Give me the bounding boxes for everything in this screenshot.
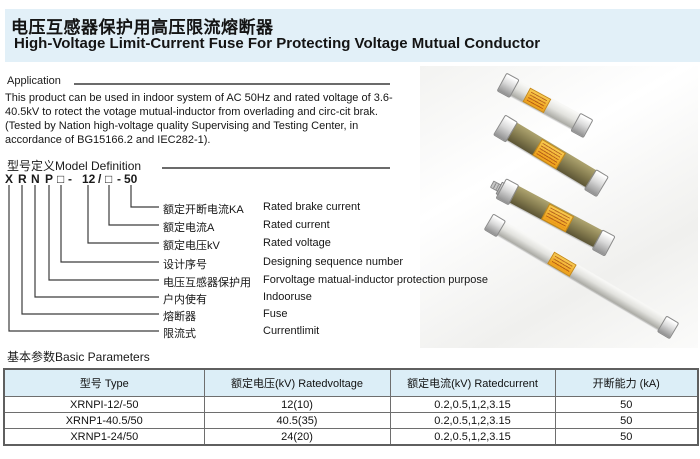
model-row: 额定开断电流KA Rated brake current [0,201,560,216]
model-token: P [45,172,54,186]
model-row-label-cn: 电压互感器保护用 [163,277,251,289]
cell-type: XRNP1-24/50 [3,428,205,446]
model-row: 电压互感器保护用 Forvoltage matual-inductor prot… [0,274,560,289]
model-token: - [68,172,72,186]
cell-rated-current: 0.2,0.5,1,2,3.15 [389,428,556,446]
table-row: XRNP1-40.5/50 40.5(35) 0.2,0.5,1,2,3.15 … [3,412,699,429]
col-header-rated-voltage: 额定电压(kV) Ratedvoltage [203,368,391,397]
cell-breaking-capacity: 50 [554,396,699,413]
model-row-label-en: Fuse [263,308,288,320]
col-header-type: 型号 Type [3,368,205,397]
model-row-label-en: Rated brake current [263,201,361,213]
cell-rated-voltage: 12(10) [203,396,391,413]
table-row: XRNPI-12/-50 12(10) 0.2,0.5,1,2,3.15 50 [3,396,699,413]
page-title-chinese: 电压互感器保护用高压限流熔断器 [11,18,274,37]
model-row-label-cn: 额定电流A [163,222,215,234]
model-token: □ [105,172,113,186]
model-row: 额定电压kV Rated voltage [0,237,560,252]
model-row-label-cn: 额定开断电流KA [163,204,244,216]
cell-rated-current: 0.2,0.5,1,2,3.15 [389,396,556,413]
application-text: This product can be used in indoor syste… [5,92,393,146]
model-row-label-en: Rated current [263,219,330,231]
model-row: 熔断器 Fuse [0,308,560,323]
model-token: - [117,172,121,186]
model-row-label-en: Forvoltage matual-inductor protection pu… [263,274,489,286]
model-row-label-cn: 户内使有 [163,294,207,306]
model-definition-label: 型号定义Model Definition [7,159,142,173]
header-band: 电压互感器保护用高压限流熔断器 High-Voltage Limit-Curre… [5,9,700,62]
model-token: / [98,172,102,186]
cell-type: XRNPI-12/-50 [3,396,205,413]
application-section-label: Application [7,75,61,87]
model-token: N [31,172,40,186]
cell-rated-current: 0.2,0.5,1,2,3.15 [389,412,556,429]
basic-parameters-label: 基本参数Basic Parameters [7,350,150,364]
model-row: 限流式 Currentlimit [0,325,560,340]
model-token: 12 [82,172,96,186]
cell-rated-voltage: 40.5(35) [203,412,391,429]
model-token: □ [57,172,65,186]
model-row-label-en: Indooruse [263,291,312,303]
model-row: 设计序号 Designing sequence number [0,256,560,271]
cell-breaking-capacity: 50 [554,412,699,429]
model-definition-underline [162,167,390,169]
cell-breaking-capacity: 50 [554,428,699,446]
model-row: 额定电流A Rated current [0,219,560,234]
model-row-label-en: Currentlimit [263,325,320,337]
model-row-label-en: Rated voltage [263,237,331,249]
cell-rated-voltage: 24(20) [203,428,391,446]
model-connector-lines [8,185,159,332]
col-header-rated-current: 额定电流(kV) Ratedcurrent [389,368,556,397]
table-row: XRNP1-24/50 24(20) 0.2,0.5,1,2,3.15 50 [3,428,699,446]
model-row-label-en: Designing sequence number [263,256,404,268]
model-row-label-cn: 额定电压kV [163,240,220,252]
model-row: 户内使有 Indooruse [0,291,560,306]
table-header-row: 型号 Type 额定电压(kV) Ratedvoltage 额定电流(kV) R… [3,368,699,397]
model-token: X [5,172,14,186]
application-underline [74,83,390,85]
product-photo-area [420,66,698,348]
model-token: R [18,172,27,186]
label-print-marks [526,91,548,110]
parameters-table: 型号 Type 额定电压(kV) Ratedvoltage 额定电流(kV) R… [3,368,699,446]
col-header-breaking-capacity: 开断能力 (kA) [554,368,699,397]
model-row-label-cn: 熔断器 [163,311,196,323]
model-row-label-cn: 限流式 [163,328,196,340]
page-title-english: High-Voltage Limit-Current Fuse For Prot… [14,35,541,52]
cell-type: XRNP1-40.5/50 [3,412,205,429]
model-row-label-cn: 设计序号 [163,259,207,271]
model-token: 50 [124,172,138,186]
